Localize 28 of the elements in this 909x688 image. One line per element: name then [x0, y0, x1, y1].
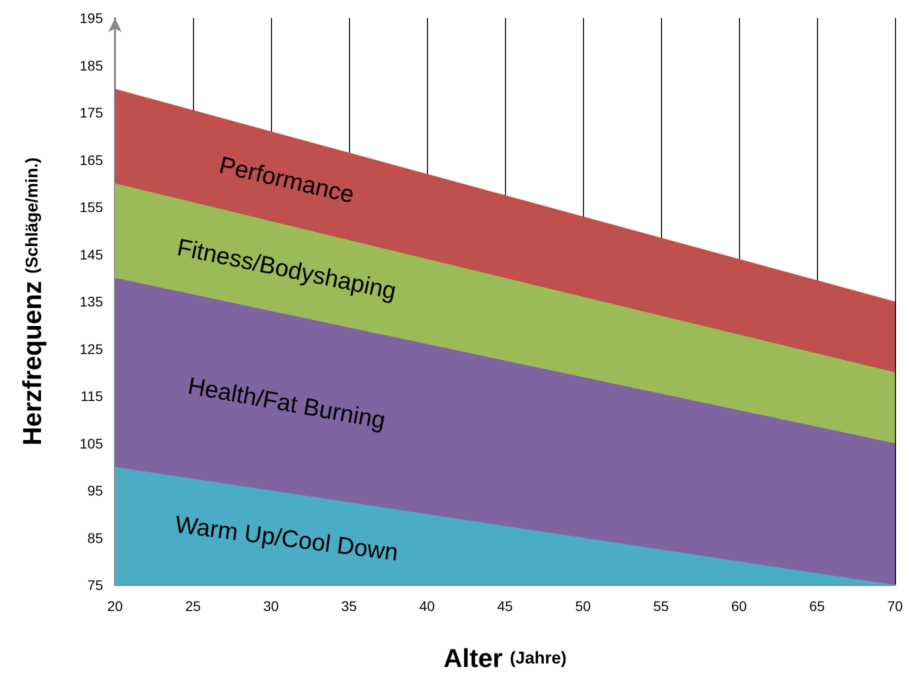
y-tick-label: 75 — [87, 577, 104, 593]
x-tick-label: 30 — [263, 598, 279, 614]
x-tick-label: 35 — [341, 598, 357, 614]
y-tick-label: 175 — [80, 104, 104, 120]
series-label: Warm Up/Cool Down — [174, 511, 400, 567]
y-tick-label: 95 — [87, 482, 104, 498]
y-tick-label: 125 — [80, 340, 104, 357]
x-tick-label: 65 — [809, 598, 825, 614]
x-tick-label: 50 — [575, 598, 591, 614]
y-tick-label: 185 — [80, 57, 104, 74]
y-tick-label: 115 — [80, 388, 104, 404]
x-tick-label: 60 — [731, 598, 747, 614]
x-tick-label: 40 — [419, 598, 435, 614]
x-tick-label: 70 — [887, 598, 903, 614]
y-axis-title: Herzfrequenz (Schläge/min.) — [17, 157, 47, 446]
x-tick-label: 45 — [497, 598, 513, 614]
x-tick-label: 25 — [185, 598, 201, 614]
y-tick-label: 135 — [80, 294, 104, 310]
x-tick-label: 20 — [107, 598, 123, 614]
series-label: Health/Fat Burning — [186, 372, 388, 435]
y-tick-label: 145 — [80, 246, 104, 262]
y-tick-label: 165 — [80, 152, 104, 168]
y-tick-label: 155 — [80, 199, 104, 215]
y-tick-label: 85 — [87, 530, 104, 546]
y-tick-label: 105 — [80, 435, 104, 452]
x-tick-label: 55 — [653, 598, 669, 614]
x-axis-title: Alter (Jahre) — [443, 643, 567, 673]
y-tick-label: 195 — [80, 10, 104, 26]
